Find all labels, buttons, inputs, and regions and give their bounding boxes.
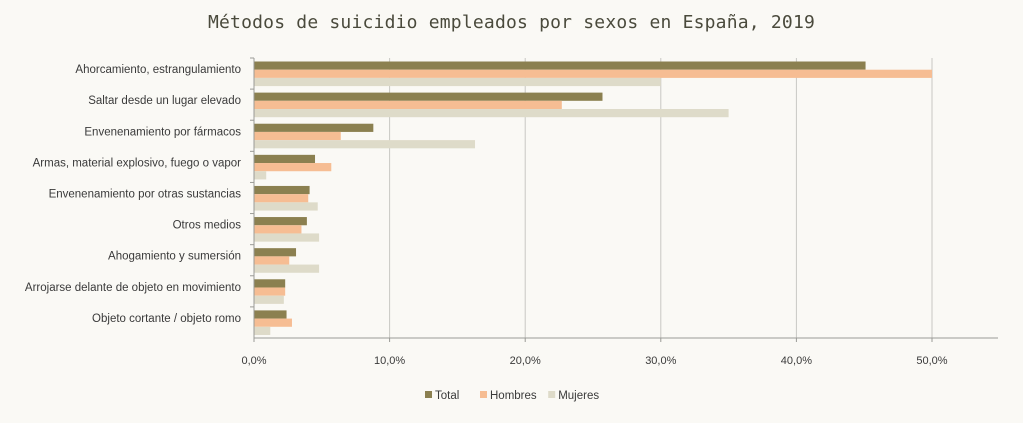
bar-mujeres — [254, 233, 320, 242]
bar-hombres — [254, 163, 332, 172]
bar-total — [254, 248, 297, 257]
bar-mujeres — [254, 326, 271, 335]
category-label: Saltar desde un lugar elevado — [88, 95, 241, 107]
bar-mujeres — [254, 109, 729, 118]
bar-mujeres — [254, 295, 284, 304]
bar-hombres — [254, 100, 562, 110]
category-label: Ahogamiento y sumersión — [108, 251, 241, 263]
x-tick-label: 30,0% — [645, 355, 676, 367]
x-tick-label: 10,0% — [374, 355, 405, 367]
category-labels: Ahorcamiento, estrangulamiento Saltar des… — [25, 64, 241, 325]
category-label: Otros medios — [173, 220, 242, 232]
bar-hombres — [254, 69, 932, 78]
bar-total — [254, 217, 307, 226]
bar-total — [254, 61, 866, 70]
bar-hombres — [254, 256, 290, 265]
legend-swatch-hombres — [480, 391, 487, 398]
bar-total — [254, 185, 310, 195]
bars — [254, 61, 932, 335]
category-label: Envenenamiento por fármacos — [84, 126, 241, 138]
bar-hombres — [254, 287, 286, 296]
bar-mujeres — [254, 202, 318, 211]
bar-mujeres — [254, 140, 476, 149]
category-label: Armas, material explosivo, fuego o vapor — [33, 157, 242, 169]
bar-hombres — [254, 131, 341, 141]
legend-swatch-total — [425, 391, 432, 398]
x-tick-label: 50,0% — [916, 355, 947, 367]
bar-total — [254, 310, 287, 319]
bar-hombres — [254, 194, 309, 203]
legend-label: Hombres — [490, 390, 537, 402]
legend-swatch-mujeres — [548, 391, 556, 398]
bar-mujeres — [254, 264, 320, 273]
x-tick-labels: 0,0% 10,0% 20,0% 30,0% 40,0% 50,0% — [241, 355, 947, 367]
bar-mujeres — [254, 171, 267, 180]
category-label: Envenenamiento por otras sustancias — [49, 189, 242, 201]
bar-total — [254, 279, 286, 288]
bar-hombres — [254, 318, 292, 327]
x-tick-label: 0,0% — [241, 355, 266, 367]
x-tick-label: 20,0% — [510, 355, 541, 367]
bar-total — [254, 92, 603, 101]
category-label: Ahorcamiento, estrangulamiento — [75, 64, 241, 76]
legend-label: Mujeres — [558, 390, 599, 402]
x-tick-label: 40,0% — [781, 355, 812, 367]
axes — [250, 57, 998, 342]
legend: Total Hombres Mujeres — [425, 390, 599, 402]
legend-label: Total — [435, 390, 459, 402]
bar-total — [254, 123, 374, 132]
bar-mujeres — [254, 77, 661, 87]
category-label: Objeto cortante / objeto romo — [92, 313, 241, 325]
gridlines — [389, 58, 933, 338]
bar-hombres — [254, 225, 302, 234]
bar-total — [254, 154, 316, 164]
chart-title: Métodos de suicidio empleados por sexos … — [207, 12, 816, 33]
category-label: Arrojarse delante de objeto en movimient… — [25, 282, 241, 294]
